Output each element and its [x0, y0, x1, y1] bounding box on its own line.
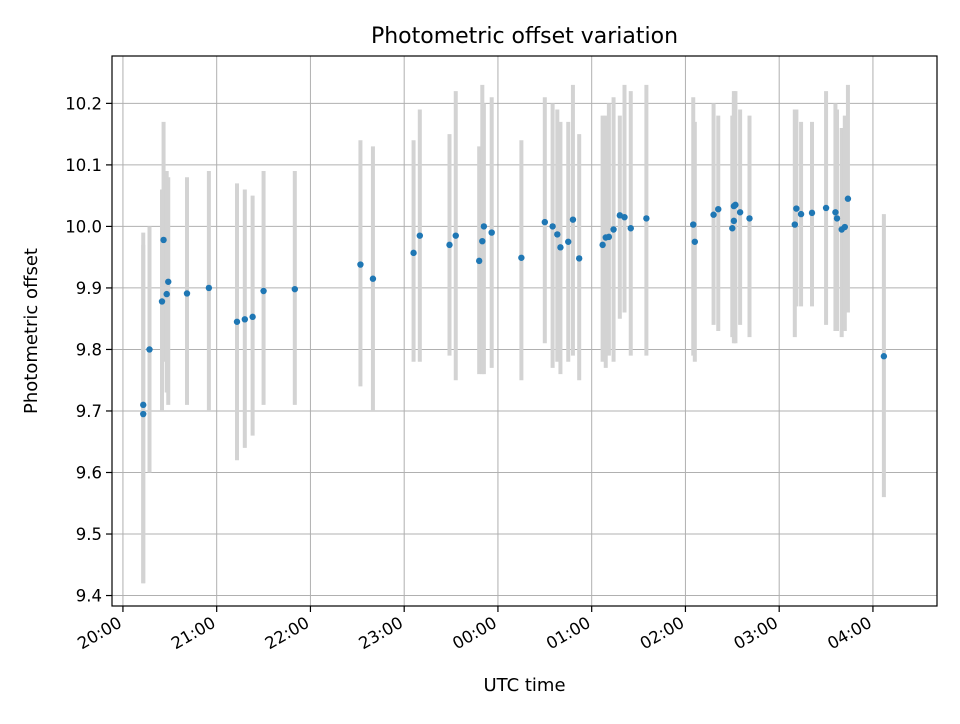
data-point [880, 353, 888, 360]
data-point [479, 237, 486, 245]
data-point [518, 254, 525, 261]
y-tick-label: 9.8 [76, 340, 102, 359]
data-point [808, 209, 816, 217]
data-point [730, 217, 738, 225]
x-tick-label: 23:00 [355, 613, 406, 653]
data-point [841, 223, 849, 231]
data-point [158, 298, 166, 305]
y-tick-label: 10.0 [65, 217, 102, 236]
data-points [140, 195, 888, 418]
plot-frame [111, 55, 938, 607]
y-axis: 9.4 9.5 9.6 9.7 9.8 9.9 10.0 10.1 10.2 [65, 94, 112, 606]
data-point [357, 261, 364, 268]
y-tick-label: 9.9 [76, 279, 102, 298]
data-point [165, 278, 172, 285]
data-point [793, 205, 800, 212]
data-point [249, 313, 256, 321]
data-point [715, 205, 722, 213]
data-point [140, 401, 147, 409]
data-point [797, 210, 805, 218]
x-tick-label: 01:00 [543, 613, 594, 653]
data-point [621, 213, 628, 221]
data-point [605, 233, 613, 241]
x-axis-label: UTC time [483, 675, 565, 696]
y-tick-label: 10.1 [65, 156, 102, 175]
x-tick-label: 22:00 [262, 613, 313, 653]
data-point [575, 255, 583, 262]
x-tick-label: 00:00 [449, 613, 500, 653]
data-point [710, 211, 717, 218]
x-tick-label: 02:00 [637, 613, 688, 653]
data-point [554, 231, 561, 238]
data-point [140, 410, 147, 418]
data-point [205, 284, 213, 292]
data-point [627, 225, 634, 232]
data-point [480, 223, 488, 230]
data-point [610, 226, 617, 233]
x-tick-label: 04:00 [824, 613, 875, 653]
data-point [410, 249, 417, 257]
data-point [822, 204, 830, 212]
data-point [569, 216, 577, 223]
error-bars [141, 84, 886, 584]
data-point [446, 241, 453, 249]
data-point [691, 238, 699, 245]
data-point [736, 209, 744, 216]
data-point [291, 285, 299, 293]
data-point [488, 229, 495, 236]
data-point [475, 257, 483, 265]
data-point [233, 318, 241, 325]
x-tick-label: 03:00 [730, 613, 781, 653]
data-point [416, 232, 424, 239]
data-point [599, 241, 606, 249]
y-axis-label: Photometric offset [21, 248, 42, 414]
data-point [844, 195, 852, 202]
data-point [690, 221, 697, 228]
data-point [163, 290, 170, 298]
data-point [557, 244, 564, 251]
data-point [541, 218, 549, 226]
x-tick-label: 20:00 [74, 613, 125, 653]
data-point [832, 209, 839, 216]
data-point [746, 215, 753, 222]
y-tick-label: 9.7 [76, 402, 102, 421]
data-point [452, 232, 459, 239]
y-tick-label: 9.5 [76, 525, 102, 544]
data-point [241, 316, 249, 323]
x-axis: 20:00 21:00 22:00 23:00 00:00 01:00 02:00 03:00… [74, 606, 875, 653]
data-point [833, 215, 841, 222]
data-point [369, 275, 377, 282]
data-point [732, 201, 739, 209]
grid [112, 56, 937, 606]
chart-title: Photometric offset variation [371, 24, 678, 49]
y-tick-label: 10.2 [65, 94, 102, 113]
data-point [565, 238, 572, 245]
data-point [643, 215, 650, 222]
data-point [549, 223, 556, 230]
data-point [260, 287, 267, 295]
y-tick-label: 9.6 [76, 463, 102, 482]
data-point [160, 236, 167, 244]
data-point [729, 225, 736, 232]
y-tick-label: 9.4 [76, 587, 102, 606]
x-tick-label: 21:00 [168, 613, 219, 653]
data-point [146, 346, 153, 353]
data-point [791, 221, 799, 228]
data-point [183, 290, 191, 297]
